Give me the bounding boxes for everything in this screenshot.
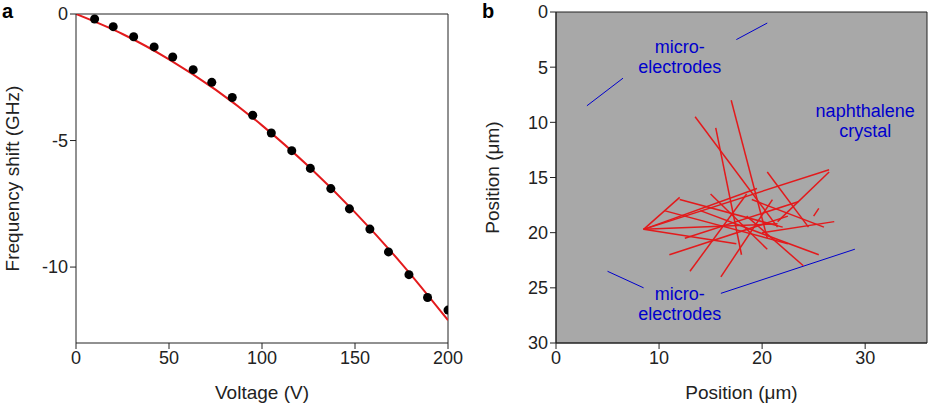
svg-text:Frequency shift (GHz): Frequency shift (GHz): [2, 86, 23, 272]
svg-text:naphthalenecrystal: naphthalenecrystal: [816, 101, 915, 141]
svg-text:30: 30: [528, 333, 548, 353]
svg-text:20: 20: [752, 348, 772, 368]
svg-text:150: 150: [340, 348, 370, 368]
svg-text:0: 0: [71, 348, 81, 368]
svg-text:10: 10: [528, 113, 548, 133]
svg-text:Position (μm): Position (μm): [685, 382, 797, 403]
svg-text:200: 200: [433, 348, 463, 368]
svg-text:micro-electrodes: micro-electrodes: [638, 284, 721, 324]
svg-text:0: 0: [538, 2, 548, 22]
svg-text:Position (μm): Position (μm): [482, 121, 503, 233]
svg-text:15: 15: [528, 168, 548, 188]
svg-text:30: 30: [855, 348, 875, 368]
svg-text:20: 20: [528, 223, 548, 243]
svg-text:0: 0: [58, 4, 68, 24]
svg-text:micro-electrodes: micro-electrodes: [638, 37, 721, 77]
svg-text:100: 100: [247, 348, 277, 368]
svg-text:25: 25: [528, 278, 548, 298]
svg-text:10: 10: [649, 348, 669, 368]
svg-text:0: 0: [551, 348, 561, 368]
svg-text:5: 5: [538, 58, 548, 78]
html-text:a: a: [2, 0, 14, 22]
html-text:b: b: [482, 0, 495, 22]
svg-text:-5: -5: [52, 131, 68, 151]
svg-text:50: 50: [159, 348, 179, 368]
svg-text:-10: -10: [42, 257, 68, 277]
svg-text:Voltage (V): Voltage (V): [215, 382, 309, 403]
